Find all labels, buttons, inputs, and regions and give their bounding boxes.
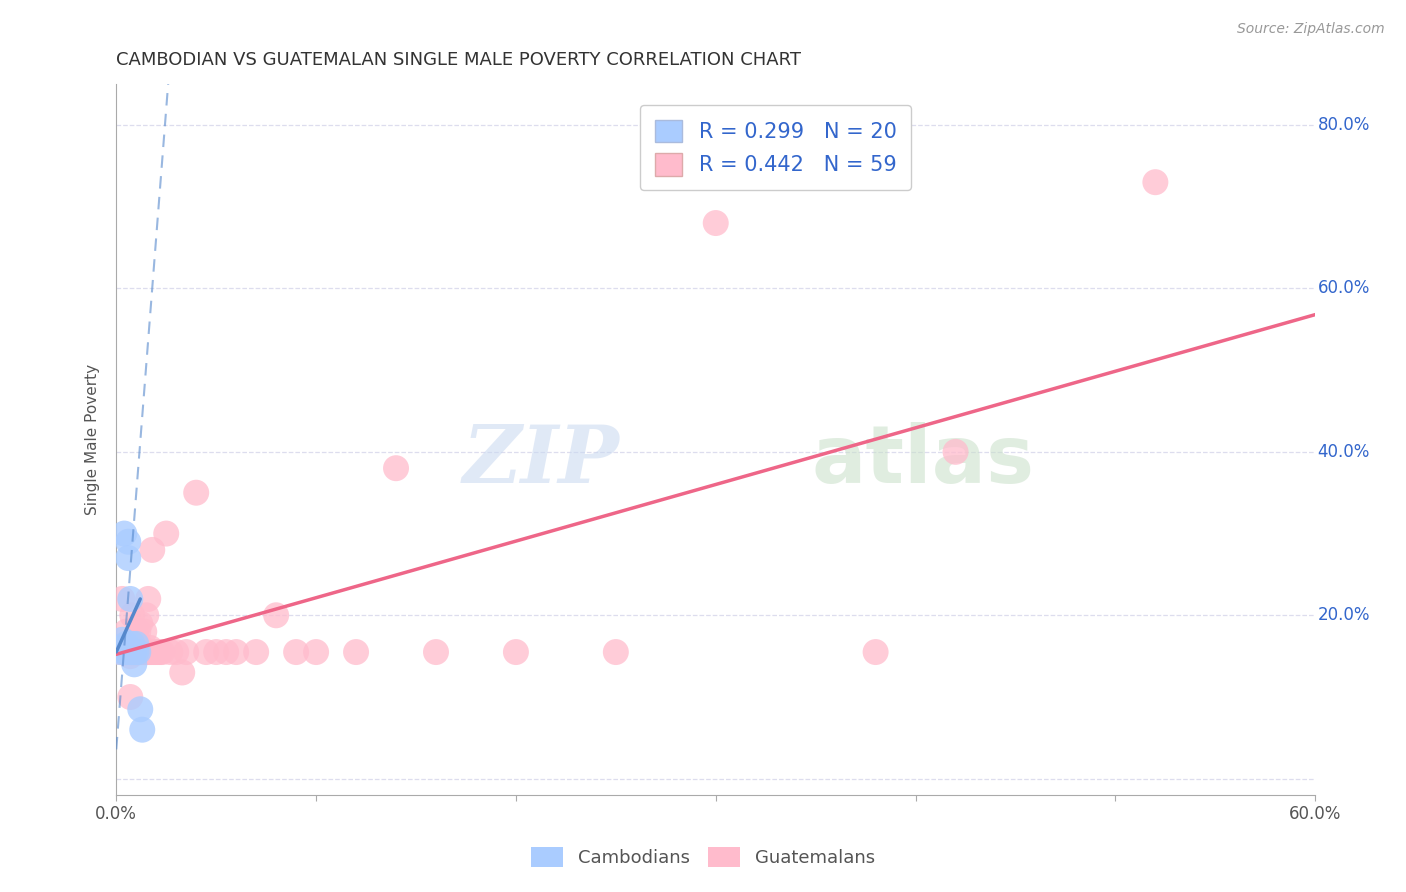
Point: [344, 645, 367, 659]
Point: [425, 645, 447, 659]
Point: [945, 445, 967, 459]
Point: [121, 645, 143, 659]
Point: [505, 645, 527, 659]
Point: [264, 608, 287, 623]
Text: 20.0%: 20.0%: [1317, 607, 1369, 624]
Y-axis label: Single Male Poverty: Single Male Poverty: [86, 364, 100, 516]
Point: [122, 657, 145, 672]
Point: [125, 637, 148, 651]
Point: [115, 645, 138, 659]
Point: [127, 645, 149, 659]
Point: [115, 637, 138, 651]
Point: [150, 645, 173, 659]
Point: [134, 645, 156, 659]
Point: [117, 534, 139, 549]
Point: [865, 645, 887, 659]
Point: [111, 640, 134, 655]
Point: [115, 624, 138, 639]
Point: [1144, 175, 1167, 189]
Legend: R = 0.299   N = 20, R = 0.442   N = 59: R = 0.299 N = 20, R = 0.442 N = 59: [640, 105, 911, 190]
Point: [149, 645, 172, 659]
Point: [172, 665, 194, 680]
Point: [110, 645, 132, 659]
Point: [385, 461, 408, 475]
Point: [112, 645, 135, 659]
Point: [120, 649, 142, 664]
Point: [285, 645, 308, 659]
Point: [704, 216, 727, 230]
Point: [125, 645, 148, 659]
Point: [245, 645, 267, 659]
Point: [131, 640, 153, 655]
Point: [159, 645, 181, 659]
Point: [141, 645, 163, 659]
Point: [141, 542, 163, 557]
Point: [135, 608, 157, 623]
Point: [305, 645, 328, 659]
Text: 80.0%: 80.0%: [1317, 116, 1369, 134]
Point: [155, 526, 177, 541]
Point: [129, 702, 152, 716]
Text: ZIP: ZIP: [463, 422, 620, 500]
Point: [117, 645, 139, 659]
Text: 60.0%: 60.0%: [1317, 279, 1369, 297]
Point: [120, 690, 142, 704]
Point: [120, 591, 142, 606]
Point: [195, 645, 218, 659]
Point: [136, 591, 159, 606]
Point: [115, 645, 138, 659]
Point: [120, 645, 142, 659]
Point: [111, 591, 134, 606]
Point: [139, 645, 162, 659]
Point: [134, 624, 156, 639]
Point: [136, 645, 159, 659]
Point: [121, 645, 143, 659]
Legend: Cambodians, Guatemalans: Cambodians, Guatemalans: [524, 839, 882, 874]
Point: [121, 637, 143, 651]
Text: CAMBODIAN VS GUATEMALAN SINGLE MALE POVERTY CORRELATION CHART: CAMBODIAN VS GUATEMALAN SINGLE MALE POVE…: [117, 51, 801, 69]
Point: [174, 645, 197, 659]
Point: [131, 723, 153, 737]
Point: [131, 645, 153, 659]
Point: [111, 632, 134, 647]
Point: [112, 526, 135, 541]
Point: [143, 645, 166, 659]
Point: [135, 645, 157, 659]
Point: [215, 645, 238, 659]
Text: atlas: atlas: [811, 422, 1035, 500]
Point: [165, 645, 187, 659]
Point: [205, 645, 228, 659]
Point: [117, 637, 139, 651]
Point: [129, 645, 152, 659]
Point: [127, 624, 149, 639]
Point: [110, 645, 132, 659]
Point: [186, 485, 208, 500]
Point: [121, 608, 143, 623]
Point: [129, 616, 152, 631]
Point: [139, 640, 162, 655]
Point: [122, 645, 145, 659]
Point: [145, 645, 167, 659]
Point: [225, 645, 247, 659]
Point: [148, 645, 170, 659]
Text: Source: ZipAtlas.com: Source: ZipAtlas.com: [1237, 22, 1385, 37]
Point: [122, 637, 145, 651]
Point: [127, 645, 149, 659]
Point: [605, 645, 627, 659]
Text: 40.0%: 40.0%: [1317, 442, 1369, 461]
Point: [122, 645, 145, 659]
Point: [117, 551, 139, 566]
Point: [112, 645, 135, 659]
Point: [125, 629, 148, 643]
Point: [125, 645, 148, 659]
